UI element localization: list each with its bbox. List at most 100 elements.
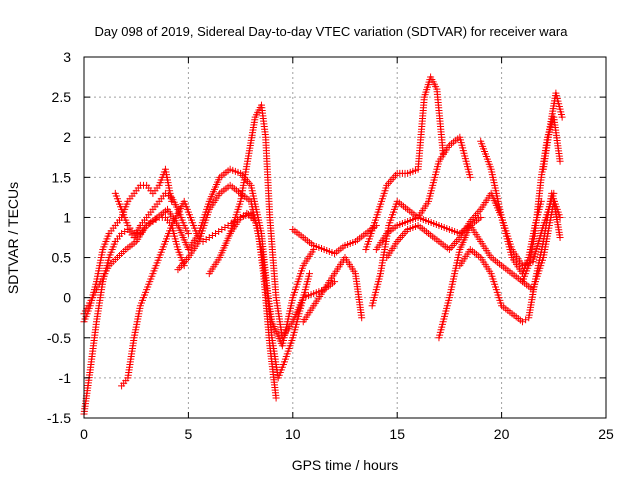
trace-point — [537, 176, 545, 184]
trace-point — [349, 239, 357, 247]
trace-point — [109, 224, 117, 232]
trace-point — [411, 166, 419, 174]
x-axis-label: GPS time / hours — [292, 457, 399, 473]
trace-point — [115, 232, 123, 240]
trace-point — [556, 231, 564, 239]
trace-point — [245, 196, 253, 204]
y-tick-label: 1 — [63, 209, 71, 225]
trace-point — [420, 96, 428, 104]
trace-point — [539, 240, 547, 248]
trace-point — [122, 377, 130, 385]
trace-point — [173, 243, 181, 251]
trace-point — [235, 188, 243, 196]
trace-point — [252, 219, 260, 227]
trace-point — [466, 171, 474, 179]
trace-point — [141, 224, 149, 232]
trace-point — [401, 218, 409, 226]
trace-point — [140, 181, 148, 189]
trace-point — [111, 256, 119, 264]
trace-point — [475, 235, 483, 243]
trace-point — [104, 264, 112, 272]
trace-point — [455, 248, 463, 256]
trace-point — [376, 272, 384, 280]
trace-point — [308, 248, 316, 256]
trace-point — [288, 336, 296, 344]
trace-point — [391, 223, 399, 231]
trace-point — [128, 192, 136, 200]
trace-point — [530, 232, 538, 240]
trace-point — [245, 179, 253, 187]
trace-point — [130, 239, 138, 247]
trace-point — [506, 268, 514, 276]
y-tick-label: 1.5 — [52, 169, 72, 185]
trace-point — [208, 231, 216, 239]
trace-point — [117, 203, 125, 211]
trace-point — [360, 231, 368, 239]
trace-point — [298, 264, 306, 272]
trace-point — [95, 280, 103, 288]
trace-point — [235, 216, 243, 224]
trace-point — [128, 227, 136, 235]
trace-point — [136, 304, 144, 312]
trace-point — [272, 291, 280, 299]
trace-point — [288, 296, 296, 304]
trace-point — [522, 316, 530, 324]
trace-point — [193, 240, 201, 248]
data-points — [80, 73, 566, 418]
trace-point — [160, 240, 168, 248]
trace-point — [234, 168, 242, 176]
trace-point — [443, 224, 451, 232]
trace-point — [134, 184, 142, 192]
trace-point — [224, 167, 232, 175]
trace-point — [445, 296, 453, 304]
trace-point — [121, 227, 129, 235]
trace-point — [154, 256, 162, 264]
trace-point — [318, 245, 326, 253]
trace-point — [402, 204, 410, 212]
trace-point — [308, 304, 316, 312]
trace-point — [423, 200, 431, 208]
trace-point — [87, 296, 95, 304]
trace-point — [475, 252, 483, 260]
x-tick-label: 15 — [389, 426, 405, 442]
trace-point — [475, 215, 483, 223]
trace-point — [444, 144, 452, 152]
trace-point — [244, 152, 252, 160]
trace-point — [391, 171, 399, 179]
trace-point — [402, 227, 410, 235]
y-tick-label: 0.5 — [52, 250, 72, 266]
x-tick-label: 20 — [494, 426, 510, 442]
trace-point — [279, 361, 287, 369]
chart-title: Day 098 of 2019, Sidereal Day-to-day VTE… — [94, 24, 568, 39]
trace-point — [392, 200, 400, 208]
trace-point — [259, 267, 267, 275]
trace-point — [185, 211, 193, 219]
trace-point — [524, 264, 532, 272]
trace-point — [305, 272, 313, 280]
trace-point — [92, 320, 100, 328]
trace-point — [328, 249, 336, 257]
trace-point — [215, 176, 223, 184]
y-tick-label: 2.5 — [52, 89, 72, 105]
trace-point — [159, 192, 167, 200]
trace-point — [465, 248, 473, 256]
y-tick-label: -1.5 — [47, 410, 71, 426]
trace-point — [86, 368, 94, 376]
trace-point — [357, 311, 365, 319]
axes: -1.5 -1 -0.5 0 0.5 1 1.5 2 2.5 3 0 5 10 15 20 25 — [47, 49, 614, 442]
trace-point — [204, 208, 212, 216]
trace-point — [183, 256, 191, 264]
y-axis-label: SDTVAR / TECUs — [5, 182, 21, 294]
trace-point — [251, 116, 259, 124]
trace-point — [422, 228, 430, 236]
y-tick-label: -0.5 — [47, 330, 71, 346]
trace-point — [422, 216, 430, 224]
trace-point — [110, 240, 118, 248]
trace-point — [153, 200, 161, 208]
plot-frame — [83, 56, 607, 419]
trace-point — [411, 222, 419, 230]
trace-point — [244, 210, 252, 218]
grid-lines — [84, 57, 606, 418]
trace-point — [382, 184, 390, 192]
